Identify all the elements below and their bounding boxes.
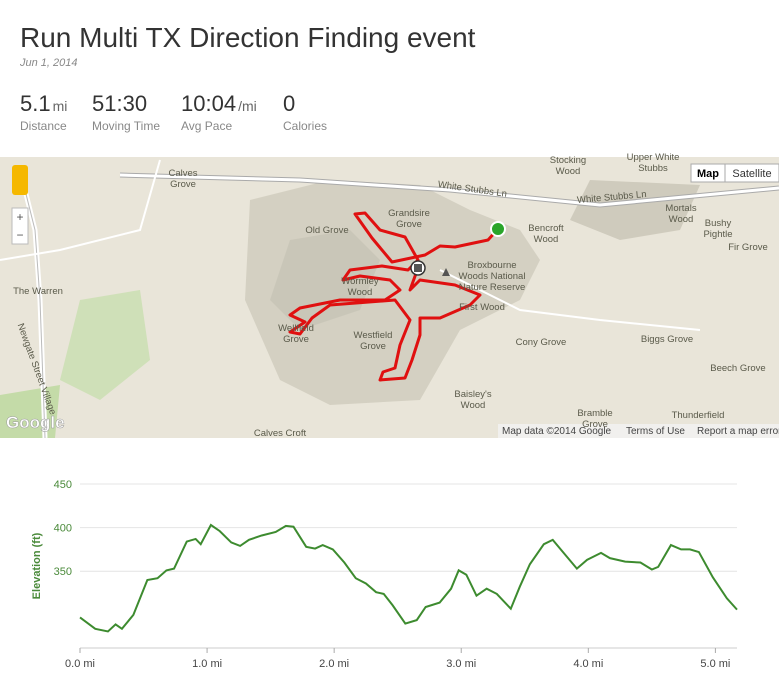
map-label: Old Grove: [305, 225, 348, 236]
stat-value: 51:30: [92, 91, 147, 116]
stat-value: 0: [283, 91, 295, 116]
map-label: Westfield: [354, 330, 393, 341]
map-label: Broxbourne: [467, 260, 516, 271]
map-label: Bushy: [705, 218, 732, 229]
map-label: Wood: [461, 400, 486, 411]
map[interactable]: + − Map Satellite Google Map data ©2014 …: [0, 152, 779, 439]
map-footer[interactable]: Terms of Use: [626, 426, 685, 437]
y-tick-label: 400: [54, 523, 72, 535]
x-tick-label: 5.0 mi: [700, 658, 730, 670]
stat-value: 10:04/mi: [181, 91, 257, 116]
map-label: Bencroft: [528, 223, 564, 234]
y-tick-label: 350: [54, 566, 72, 578]
elevation-line: [79, 523, 738, 633]
map-footer: Map data ©2014 Google: [502, 426, 612, 437]
map-label: Wood: [348, 287, 373, 298]
elevation-chart: 350 400 450 0.0 mi 1.0 mi 2.0 mi 3.0 mi 4.0 mi 5…: [31, 479, 738, 670]
map-label: Calves Croft: [254, 428, 307, 439]
title: Run Multi TX Direction Finding event: [20, 22, 476, 53]
y-tick-label: 450: [54, 479, 72, 491]
stat-number: 0: [283, 91, 295, 116]
stat-number: 51:30: [92, 91, 147, 116]
map-label: Grove: [582, 419, 608, 430]
stat-label: Moving Time: [92, 119, 160, 133]
map-label: Woods National: [459, 271, 526, 282]
stat-number: 5.1: [20, 91, 51, 116]
map-label: First Wood: [459, 302, 505, 313]
svg-text:−: −: [16, 228, 23, 242]
x-tick-label: 2.0 mi: [319, 658, 349, 670]
x-tick-label: 3.0 mi: [446, 658, 476, 670]
map-logo: Google: [6, 413, 65, 432]
map-button[interactable]: Satellite: [732, 168, 771, 180]
stat-unit: mi: [53, 98, 68, 114]
map-label: Pightle: [703, 229, 732, 240]
map-label: Wellfield: [278, 323, 314, 334]
map-label: Biggs Grove: [641, 334, 693, 345]
map-label: Baisley's: [454, 389, 491, 400]
svg-text:+: +: [16, 210, 23, 224]
map-label: Beech Grove: [710, 363, 765, 374]
map-label: Mortals: [665, 203, 696, 214]
stat-value: 5.1 mi: [20, 91, 67, 116]
map-label: Bramble: [577, 408, 612, 419]
map-footer[interactable]: Report a map error: [697, 426, 779, 437]
map-button[interactable]: Map: [697, 168, 719, 180]
map-label: Stubbs: [638, 163, 668, 174]
map-label: Grove: [360, 341, 386, 352]
map-label: The Warren: [13, 286, 63, 297]
map-label: Calves: [168, 168, 197, 179]
map-label: Grove: [283, 334, 309, 345]
stat-label: Avg Pace: [181, 119, 232, 133]
stats: 5.1 mi Distance 51:30 Moving Time 10:04/mi Avg…: [20, 91, 327, 133]
stat-label: Distance: [20, 119, 67, 133]
map-label: Thunderfield: [672, 410, 725, 421]
x-tick-label: 4.0 mi: [573, 658, 603, 670]
map-label: Wormley: [341, 276, 379, 287]
x-tick-label: 1.0 mi: [192, 658, 222, 670]
map-label: Wood: [534, 234, 559, 245]
date: Jun 1, 2014: [19, 57, 78, 69]
map-label: Nature Reserve: [459, 282, 526, 293]
x-tick-label: 0.0 mi: [65, 658, 95, 670]
map-label: Fir Grove: [728, 242, 768, 253]
map-label: Stocking: [550, 155, 586, 166]
map-label: Upper White: [627, 152, 680, 163]
stat-label: Calories: [283, 119, 327, 133]
map-label: Wood: [669, 214, 694, 225]
map-label: Grandsire: [388, 208, 430, 219]
y-axis-label: Elevation (ft): [31, 532, 43, 599]
stat-unit: /mi: [238, 98, 257, 114]
map-label: Grove: [396, 219, 422, 230]
map-label: Grove: [170, 179, 196, 190]
map-label: Cony Grove: [516, 337, 567, 348]
map-label: Wood: [556, 166, 581, 177]
stat-number: 10:04: [181, 91, 236, 116]
